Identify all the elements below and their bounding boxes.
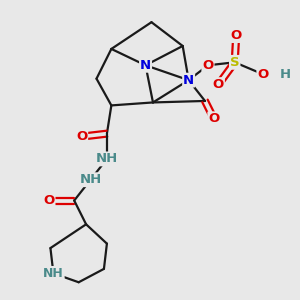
Text: N: N bbox=[183, 74, 194, 87]
Text: O: O bbox=[213, 78, 224, 91]
Text: O: O bbox=[257, 68, 268, 81]
Text: O: O bbox=[202, 59, 214, 72]
Text: NH: NH bbox=[80, 173, 102, 186]
Text: S: S bbox=[230, 56, 239, 69]
Text: O: O bbox=[76, 130, 87, 143]
Text: O: O bbox=[43, 194, 55, 207]
Text: H: H bbox=[279, 68, 290, 81]
Text: NH: NH bbox=[43, 267, 64, 280]
Text: N: N bbox=[140, 59, 151, 72]
Text: O: O bbox=[208, 112, 220, 125]
Text: O: O bbox=[231, 29, 242, 42]
Text: NH: NH bbox=[96, 152, 118, 165]
